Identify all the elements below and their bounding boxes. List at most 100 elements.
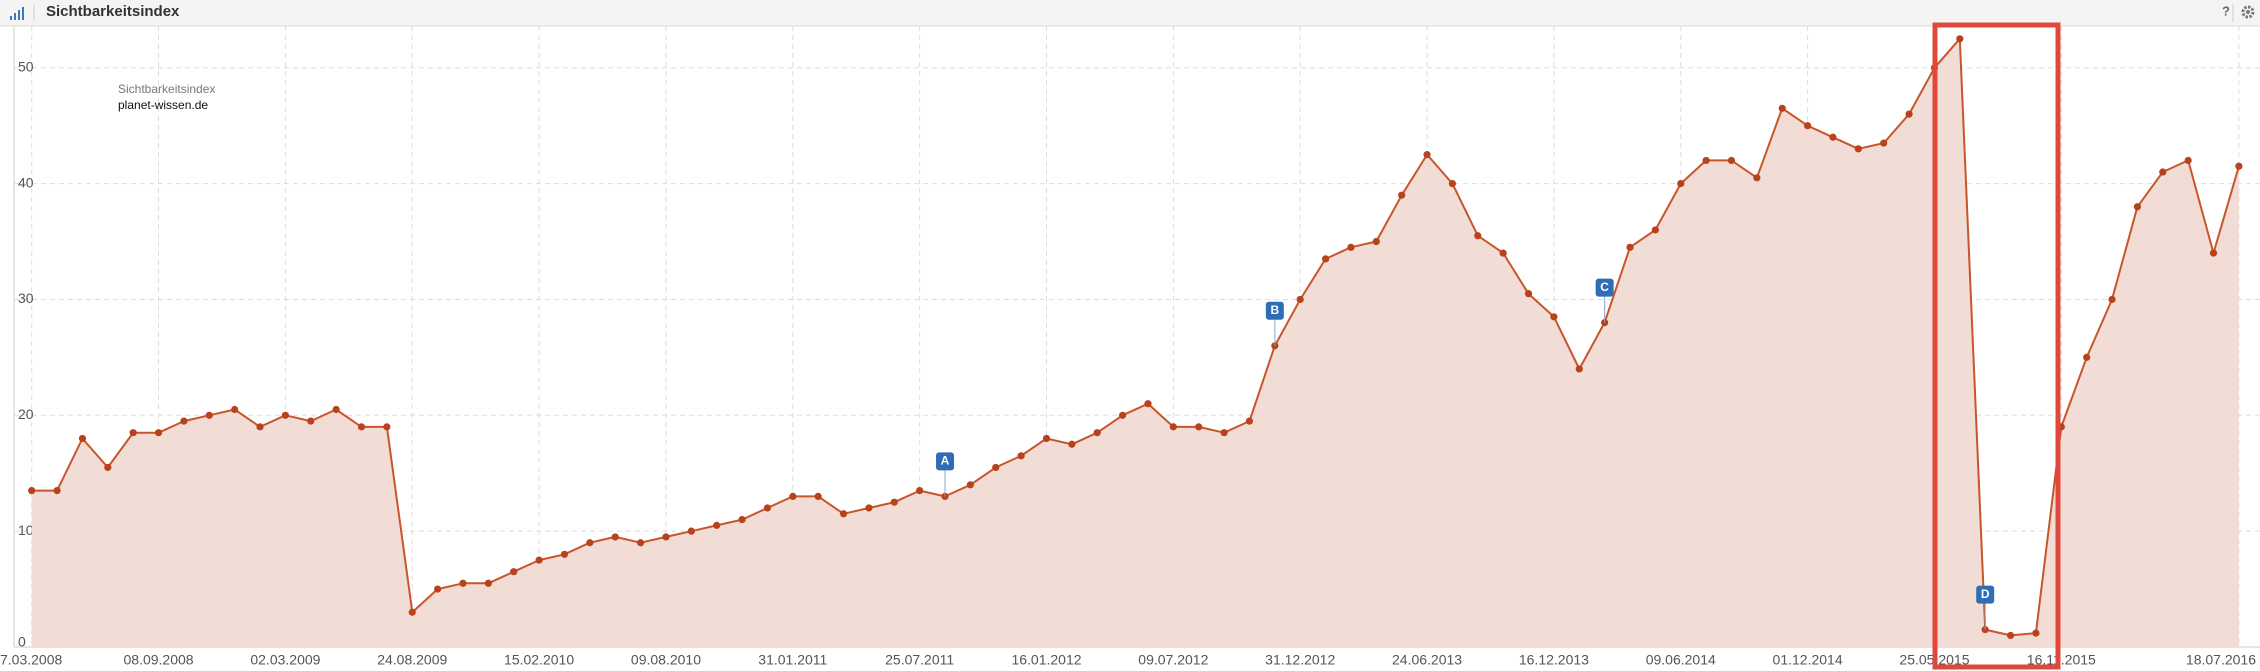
data-point <box>1702 156 1710 165</box>
data-point <box>408 608 416 616</box>
data-point <box>1093 429 1101 437</box>
data-point <box>1550 313 1558 321</box>
data-point <box>1144 400 1152 408</box>
x-tick-label: 24.08.2009 <box>377 652 447 668</box>
data-point <box>890 498 898 506</box>
data-point <box>1677 180 1685 188</box>
data-point <box>1296 295 1304 304</box>
data-point <box>2133 203 2142 211</box>
data-point <box>839 510 848 518</box>
data-point <box>814 492 822 500</box>
data-point <box>231 405 239 414</box>
data-point <box>129 429 137 437</box>
data-point <box>535 556 543 564</box>
x-tick-label: 18.07.2016 <box>2186 652 2256 668</box>
data-point <box>78 434 87 443</box>
data-point <box>1347 243 1355 251</box>
data-point <box>1804 122 1812 130</box>
data-point <box>1017 452 1025 460</box>
x-tick-label: 16.01.2012 <box>1011 652 1081 668</box>
data-point <box>2159 168 2167 176</box>
x-tick-label: 09.06.2014 <box>1646 652 1716 668</box>
data-point <box>1854 145 1862 153</box>
area <box>31 38 2239 648</box>
data-point <box>434 585 442 593</box>
event-marker <box>1265 301 1284 320</box>
data-point <box>1575 365 1583 373</box>
x-tick-label: 24.06.2013 <box>1392 652 1462 668</box>
event-label: C <box>1600 280 1609 294</box>
data-point <box>1651 226 1659 234</box>
data-point <box>1626 243 1634 251</box>
data-point <box>2006 631 2015 640</box>
data-point <box>763 504 772 512</box>
data-point <box>789 492 797 500</box>
plot: 0 10 20 30 40 50 7.03.2008 08.09.2008 02.03.2009… <box>0 26 2260 668</box>
data-point <box>992 463 1000 472</box>
y-tick-label: 0 <box>18 634 26 650</box>
y-tick-label: 20 <box>18 406 34 422</box>
x-tick-label: 31.01.2011 <box>758 652 827 668</box>
event-marker <box>1976 585 1995 604</box>
data-point <box>484 579 492 587</box>
data-point <box>1956 35 1964 43</box>
data-point <box>1474 232 1482 240</box>
event-marker <box>1595 278 1614 297</box>
data-point <box>1398 191 1406 199</box>
data-point <box>104 463 112 472</box>
event-label: D <box>1981 587 1990 601</box>
data-point <box>966 481 974 489</box>
data-point <box>281 411 289 419</box>
data-point <box>1905 110 1913 118</box>
data-point <box>2235 162 2243 170</box>
data-point <box>636 539 645 547</box>
data-point <box>1448 180 1457 188</box>
data-point <box>611 533 619 541</box>
event-label: A <box>941 454 950 468</box>
data-point <box>332 405 340 414</box>
data-point <box>865 504 873 512</box>
data-point <box>713 521 721 529</box>
help-button[interactable]: ? <box>2222 3 2230 18</box>
data-point <box>1423 151 1431 159</box>
data-point <box>1727 156 1736 165</box>
x-tick-label: 7.03.2008 <box>0 652 62 668</box>
data-point <box>560 550 569 558</box>
settings-button[interactable] <box>2241 5 2255 19</box>
data-point <box>1321 255 1330 263</box>
data-point <box>1245 417 1254 425</box>
data-point <box>510 568 518 576</box>
y-tick-label: 40 <box>18 174 34 190</box>
data-point <box>1068 440 1076 448</box>
x-tick-label: 16.11.2015 <box>2027 652 2096 668</box>
data-point <box>1195 423 1203 431</box>
event-marker <box>936 452 955 471</box>
data-point <box>1829 133 1837 141</box>
data-point <box>2108 295 2116 304</box>
bars-icon <box>10 7 24 20</box>
data-point <box>1753 174 1761 182</box>
data-point <box>2209 249 2218 257</box>
data-point <box>1169 423 1177 431</box>
x-tick-label: 02.03.2009 <box>250 652 320 668</box>
x-tick-label: 09.08.2010 <box>631 652 701 668</box>
highlight-box <box>1932 22 2061 670</box>
data-point <box>180 417 188 425</box>
data-point <box>383 423 391 431</box>
data-point <box>307 417 315 425</box>
data-point <box>2032 629 2040 637</box>
data-point <box>738 515 746 524</box>
data-point <box>1119 411 1127 419</box>
header-bar <box>0 0 2260 26</box>
legend-entry: planet-wissen.de <box>118 98 208 112</box>
data-point <box>28 487 36 495</box>
x-tick-label: 15.02.2010 <box>504 652 574 668</box>
x-tick-label: 09.07.2012 <box>1138 652 1208 668</box>
data-point <box>687 527 695 535</box>
y-tick-label: 30 <box>18 290 34 306</box>
data-point <box>916 487 924 495</box>
y-tick-label: 10 <box>18 522 34 538</box>
event-label: B <box>1270 303 1279 317</box>
data-point <box>1524 290 1533 298</box>
